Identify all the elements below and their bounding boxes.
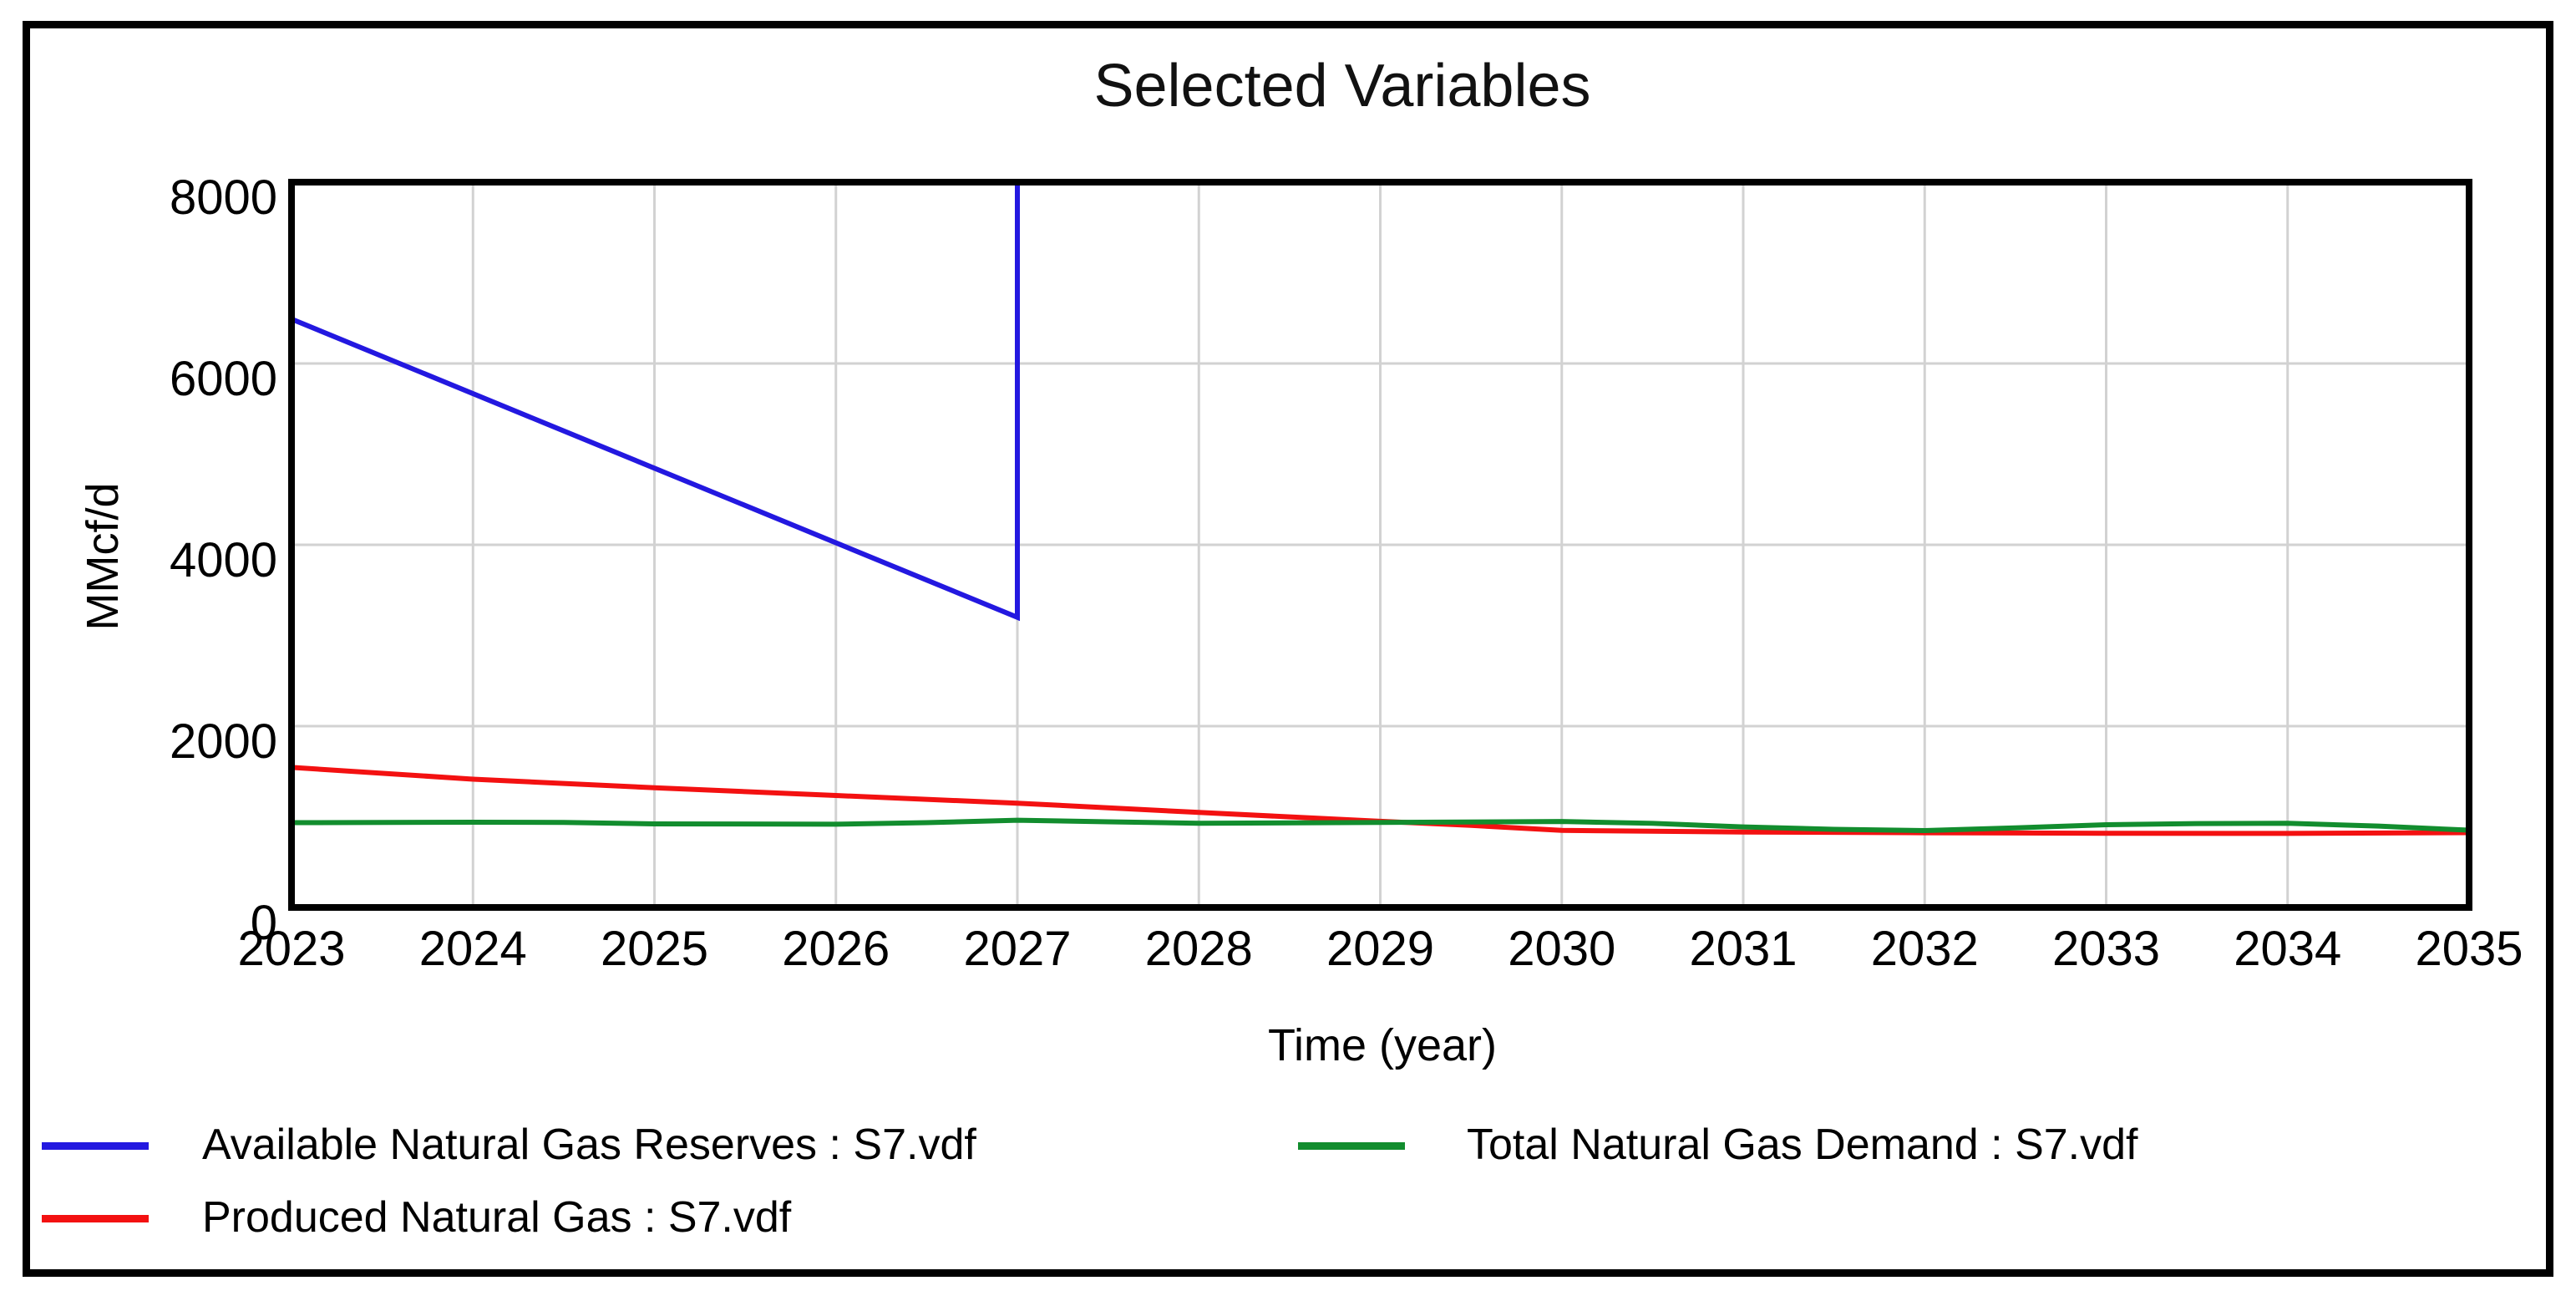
x-tick-label: 2032 bbox=[1870, 922, 1979, 976]
x-axis-label: Time (year) bbox=[1267, 1020, 1498, 1070]
y-tick-label: 6000 bbox=[169, 352, 277, 406]
window-border bbox=[23, 21, 2553, 1277]
legend-label-available-reserves: Available Natural Gas Reserves : S7.vdf bbox=[202, 1121, 976, 1169]
chart-title: Selected Variables bbox=[1093, 53, 1591, 119]
x-tick-label: 2030 bbox=[1508, 922, 1616, 976]
x-tick-label: 2028 bbox=[1144, 922, 1253, 976]
x-tick-label: 2026 bbox=[782, 922, 890, 976]
y-tick-label: 2000 bbox=[169, 714, 277, 769]
x-tick-label: 2025 bbox=[600, 922, 709, 976]
x-tick-label: 2024 bbox=[418, 922, 527, 976]
x-tick-label: 2027 bbox=[963, 922, 1072, 976]
y-tick-label: 8000 bbox=[169, 170, 277, 225]
plot-frame bbox=[288, 179, 2472, 911]
y-tick-label: 4000 bbox=[169, 533, 277, 587]
legend-label-total-demand: Total Natural Gas Demand : S7.vdf bbox=[1467, 1121, 2138, 1169]
legend-swatch-produced-gas bbox=[42, 1215, 149, 1222]
series-lines bbox=[290, 179, 2470, 836]
legend-swatch-available-reserves bbox=[42, 1142, 149, 1150]
x-tick-label: 2029 bbox=[1326, 922, 1435, 976]
x-tick-label: 2023 bbox=[237, 922, 346, 976]
y-tick-label: 0 bbox=[250, 896, 277, 950]
legend-swatch-total-demand bbox=[1298, 1142, 1405, 1150]
legend-label-produced-gas: Produced Natural Gas : S7.vdf bbox=[202, 1193, 792, 1242]
x-tick-label: 2034 bbox=[2234, 922, 2342, 976]
series-line bbox=[290, 179, 1020, 622]
x-tick-label: 2033 bbox=[2051, 922, 2161, 976]
series-line bbox=[291, 817, 2470, 833]
x-tick-label: 2035 bbox=[2415, 922, 2523, 976]
x-tick-label: 2031 bbox=[1689, 922, 1798, 976]
